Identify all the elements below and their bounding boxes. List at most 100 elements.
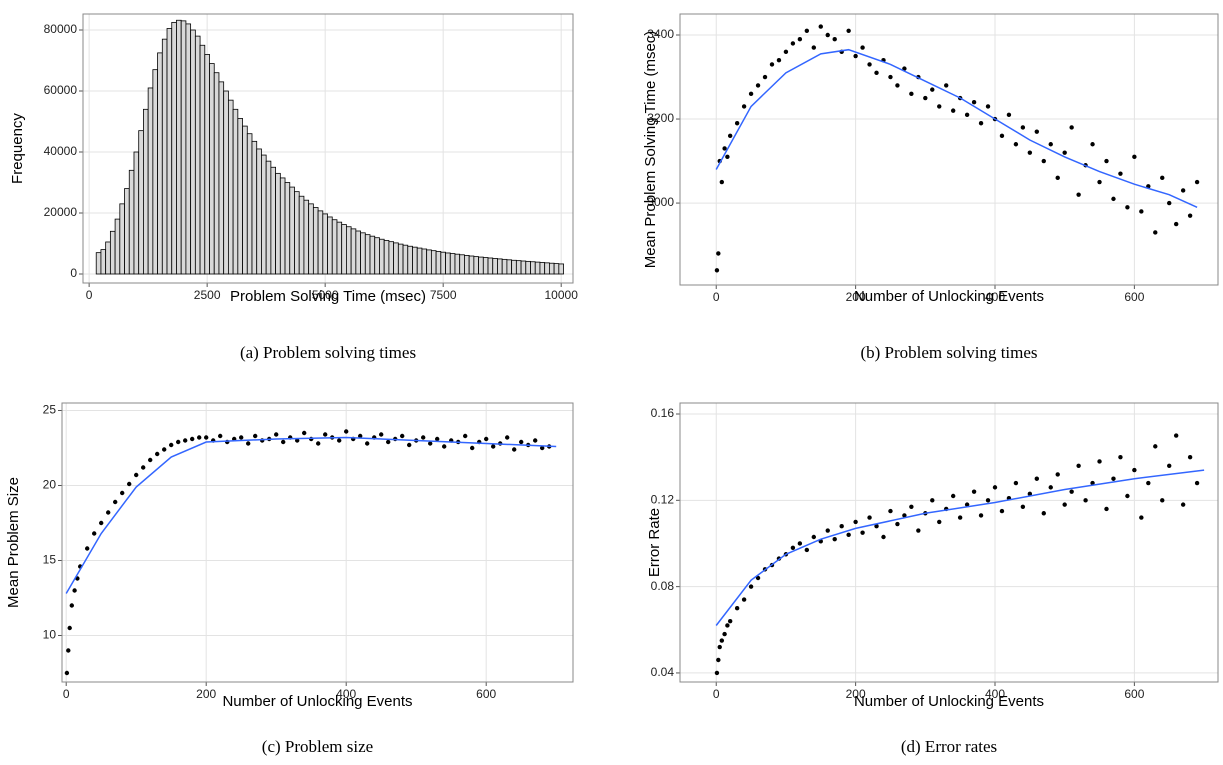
data-point bbox=[1111, 196, 1116, 202]
data-point bbox=[734, 121, 740, 126]
data-point bbox=[491, 444, 496, 449]
x-tick-label: 0 bbox=[86, 288, 93, 302]
data-point bbox=[358, 433, 363, 439]
histogram-bar bbox=[246, 133, 253, 275]
data-point bbox=[1173, 221, 1179, 227]
histogram-bar bbox=[199, 44, 206, 275]
x-axis-label: Number of Unlocking Events bbox=[222, 693, 412, 710]
histogram-bar bbox=[105, 241, 111, 275]
data-point bbox=[1160, 498, 1165, 503]
data-point bbox=[748, 584, 754, 589]
histogram-bar bbox=[501, 258, 508, 275]
histogram-bar bbox=[176, 19, 182, 275]
data-point bbox=[832, 536, 837, 542]
y-tick-label: 25 bbox=[43, 403, 57, 417]
data-point bbox=[337, 438, 342, 443]
data-point bbox=[867, 515, 872, 520]
histogram-bar bbox=[114, 218, 121, 275]
data-point bbox=[867, 62, 872, 67]
histogram-bar bbox=[487, 257, 494, 275]
data-point bbox=[295, 438, 300, 443]
data-point bbox=[66, 648, 71, 653]
data-point bbox=[888, 508, 893, 514]
panel-border bbox=[679, 402, 1219, 683]
caption: (b) Problem solving times bbox=[860, 343, 1037, 362]
data-point bbox=[902, 513, 907, 518]
histogram-bar bbox=[412, 246, 418, 275]
x-axis-label: Problem Solving Time (msec) bbox=[230, 288, 426, 305]
data-point bbox=[1034, 129, 1040, 134]
histogram-bar bbox=[374, 237, 380, 275]
data-point bbox=[69, 603, 75, 608]
data-point bbox=[1020, 504, 1026, 509]
caption: (d) Error rates bbox=[901, 737, 997, 756]
histogram-bar bbox=[284, 182, 291, 275]
histogram-bar bbox=[336, 221, 343, 275]
histogram-bar bbox=[270, 166, 277, 275]
histogram-bar bbox=[124, 188, 130, 275]
fit-line bbox=[65, 436, 557, 594]
histogram-bar bbox=[492, 258, 498, 275]
data-point bbox=[727, 133, 733, 139]
x-tick-label: 400 bbox=[336, 687, 356, 701]
data-point bbox=[1055, 175, 1060, 181]
data-point bbox=[895, 521, 900, 527]
histogram-bar bbox=[511, 259, 517, 275]
histogram-bar bbox=[312, 207, 319, 275]
data-point bbox=[141, 465, 146, 470]
data-point bbox=[1041, 158, 1046, 164]
histogram-bar bbox=[388, 241, 395, 275]
histogram-bar bbox=[558, 263, 564, 275]
histogram-bar bbox=[180, 20, 187, 275]
data-point bbox=[811, 534, 817, 540]
histogram-bar bbox=[544, 262, 550, 275]
data-point bbox=[176, 439, 181, 445]
data-point bbox=[1104, 158, 1109, 164]
histogram-bar bbox=[416, 247, 423, 275]
fit-line bbox=[715, 469, 1205, 626]
data-point bbox=[169, 442, 174, 448]
histogram-bar bbox=[95, 252, 102, 275]
data-point bbox=[1180, 502, 1186, 507]
data-point bbox=[316, 441, 321, 446]
data-point bbox=[1013, 480, 1019, 486]
data-point bbox=[725, 154, 730, 160]
histogram-bar bbox=[279, 177, 286, 275]
y-tick-label: 60000 bbox=[44, 83, 78, 97]
data-point bbox=[379, 432, 384, 437]
data-point bbox=[964, 502, 970, 507]
data-point bbox=[992, 485, 998, 490]
data-point bbox=[930, 498, 935, 503]
data-point bbox=[239, 435, 244, 440]
data-point bbox=[769, 62, 775, 67]
data-point bbox=[155, 451, 160, 457]
data-point bbox=[442, 444, 447, 449]
data-point bbox=[1020, 125, 1026, 130]
y-tick-label: 3200 bbox=[647, 111, 674, 125]
data-point bbox=[120, 490, 125, 496]
histogram-bar bbox=[157, 52, 163, 275]
data-point bbox=[741, 104, 747, 109]
data-point bbox=[1083, 498, 1088, 503]
histogram-bar bbox=[294, 191, 300, 275]
data-point bbox=[716, 251, 721, 256]
histogram-bar bbox=[327, 216, 333, 275]
data-point bbox=[971, 489, 977, 494]
data-point bbox=[1048, 142, 1053, 147]
data-point bbox=[1076, 463, 1081, 468]
histogram-bar bbox=[237, 118, 243, 275]
data-point bbox=[957, 515, 963, 520]
data-point bbox=[218, 433, 223, 439]
plot-panel bbox=[680, 403, 1218, 682]
data-point bbox=[365, 441, 370, 446]
data-point bbox=[428, 441, 433, 446]
data-point bbox=[719, 638, 725, 643]
data-point bbox=[421, 435, 426, 440]
data-point bbox=[1146, 480, 1151, 486]
histogram-bar bbox=[360, 232, 366, 275]
x-axis-label: Number of Unlocking Events bbox=[854, 693, 1044, 710]
histogram-bar bbox=[223, 90, 229, 275]
histogram-bar bbox=[242, 125, 248, 275]
histogram-bar bbox=[393, 242, 399, 275]
